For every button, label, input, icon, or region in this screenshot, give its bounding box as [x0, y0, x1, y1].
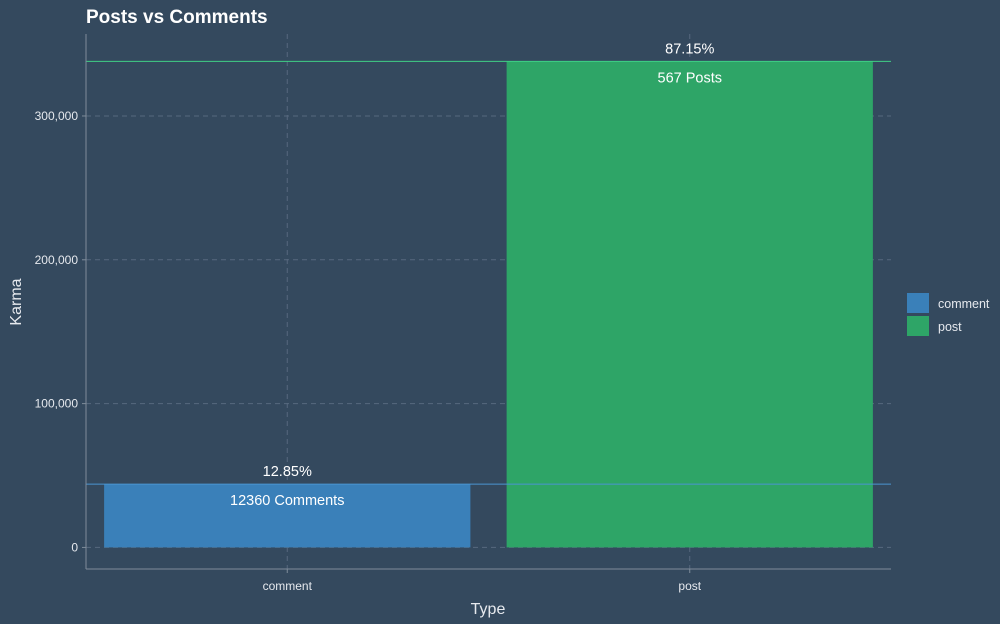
bar-post — [506, 61, 873, 548]
x-tick-label-comment: comment — [263, 579, 313, 593]
plot-area: 12.85% 12360 Comments 87.15% 567 Posts — [85, 34, 891, 570]
y-tick-label-0: 0 — [71, 540, 78, 554]
legend: comment post — [907, 293, 990, 336]
y-tick-label-3: 300,000 — [35, 109, 79, 123]
y-tick-label-1: 100,000 — [35, 397, 79, 411]
bar-comment — [104, 484, 471, 548]
y-tick-label-2: 200,000 — [35, 253, 79, 267]
x-axis-title: Type — [471, 601, 506, 618]
chart-title: Posts vs Comments — [86, 7, 268, 28]
legend-label-post: post — [938, 320, 962, 334]
bar-labels: 12.85% 12360 Comments 87.15% 567 Posts — [230, 41, 722, 509]
x-tick-labels: comment post — [263, 569, 702, 593]
reference-lines — [86, 60, 891, 485]
bars — [104, 61, 873, 548]
legend-swatch-post — [907, 316, 929, 336]
y-axis-title: Karma — [8, 278, 25, 325]
legend-label-comment: comment — [938, 297, 990, 311]
legend-swatch-comment — [907, 293, 929, 313]
percent-label-post: 87.15% — [665, 41, 714, 57]
percent-label-comment: 12.85% — [263, 464, 312, 480]
x-tick-label-post: post — [678, 579, 701, 593]
count-label-comment: 12360 Comments — [230, 493, 344, 509]
y-tick-labels: 0 100,000 200,000 300,000 — [35, 109, 86, 554]
count-label-post: 567 Posts — [658, 70, 723, 86]
